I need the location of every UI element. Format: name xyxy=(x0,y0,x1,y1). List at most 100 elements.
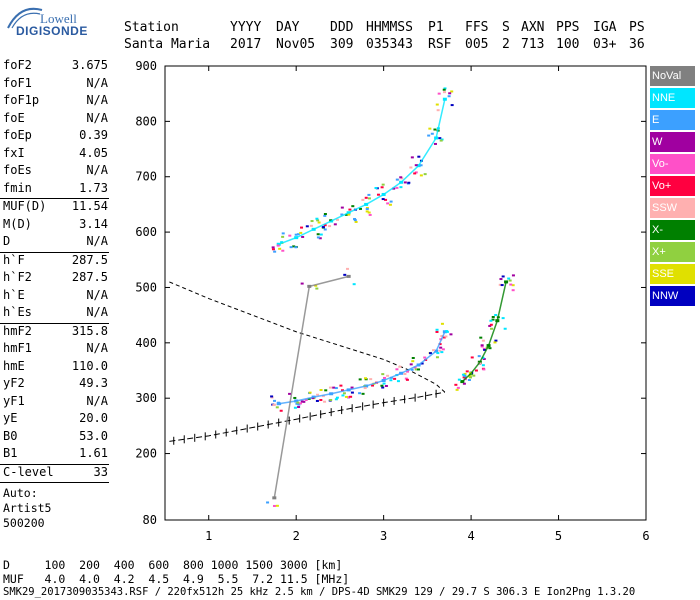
echo-point xyxy=(386,202,390,205)
param-value: N/A xyxy=(86,234,108,248)
echo-point xyxy=(481,339,485,342)
echo-point xyxy=(435,103,439,106)
param-label: MUF(D) xyxy=(3,199,47,213)
echo-point xyxy=(450,104,454,107)
echo-point xyxy=(381,373,385,376)
header-values: Santa Maria 2017 Nov05 309 035343 RSF 00… xyxy=(124,37,645,245)
param-value: 1.73 xyxy=(79,180,108,195)
echo-point xyxy=(511,284,515,287)
param-row: B1 1.61 xyxy=(0,446,112,464)
trace-line xyxy=(273,275,349,498)
echo-point xyxy=(273,250,277,253)
echo-point xyxy=(494,314,498,317)
echo-point xyxy=(367,193,371,196)
param-label: foF1p xyxy=(3,93,40,107)
echo-point xyxy=(353,217,357,220)
echo-point xyxy=(275,406,279,409)
echo-point xyxy=(490,327,494,330)
hdr-value: 713 xyxy=(521,37,545,52)
param-row: foEp 0.39 xyxy=(0,128,112,146)
echo-point xyxy=(386,374,390,377)
hdr-value: RSF xyxy=(428,37,452,52)
echo-point xyxy=(349,395,353,398)
echo-point xyxy=(480,344,484,347)
param-value: 33 xyxy=(93,464,108,479)
param-label: yF2 xyxy=(3,376,25,390)
echo-point xyxy=(440,351,444,354)
echo-point xyxy=(414,368,418,371)
echo-point xyxy=(435,330,439,333)
legend-item: W xyxy=(650,132,695,152)
echo-point xyxy=(436,109,440,112)
echo-point xyxy=(483,348,487,351)
echo-point xyxy=(441,348,445,351)
echo-point xyxy=(462,382,466,385)
echo-point xyxy=(314,284,318,287)
echo-point xyxy=(427,134,431,137)
echo-point xyxy=(347,213,351,216)
param-value: N/A xyxy=(86,287,108,302)
echo-point xyxy=(409,363,413,366)
echo-point xyxy=(363,377,367,380)
param-value: N/A xyxy=(86,305,108,319)
echo-point xyxy=(350,386,354,389)
echo-point xyxy=(488,347,492,350)
echo-point xyxy=(364,196,368,199)
echo-point xyxy=(423,356,427,359)
echo-point xyxy=(407,181,411,184)
echo-point xyxy=(369,378,373,381)
echo-point xyxy=(480,345,484,348)
param-label: h`Es xyxy=(3,305,32,319)
echo-point xyxy=(503,327,507,330)
x-tick-label: 2 xyxy=(293,529,300,543)
echo-point xyxy=(410,156,414,159)
echo-point xyxy=(411,356,415,359)
echo-point xyxy=(333,223,337,226)
echo-point xyxy=(294,233,298,236)
legend-item: NoVal xyxy=(650,66,695,86)
param-label: h`F xyxy=(3,252,25,267)
echo-point xyxy=(341,394,345,397)
param-row: fxI 4.05 xyxy=(0,146,112,164)
echo-point xyxy=(361,392,365,395)
echo-point xyxy=(288,234,292,237)
echo-point xyxy=(315,217,319,220)
echo-point xyxy=(348,208,352,211)
echo-point xyxy=(294,246,298,249)
echo-point xyxy=(500,284,504,287)
echo-point xyxy=(501,317,505,320)
echo-point xyxy=(389,379,393,382)
echo-point xyxy=(307,397,311,400)
echo-point xyxy=(292,245,296,248)
param-label: M(D) xyxy=(3,216,32,231)
scaled-parameters-panel: foF2 3.675 foF1 N/A foF1p N/A foE N/A foEp 0.39 fx… xyxy=(0,58,112,483)
echo-point xyxy=(482,368,486,371)
echo-point xyxy=(405,378,409,381)
param-value: 110.0 xyxy=(71,358,108,373)
param-label: foF2 xyxy=(3,58,32,72)
echo-point xyxy=(439,139,443,142)
echo-point xyxy=(279,409,283,412)
echo-point xyxy=(443,87,447,90)
echo-point xyxy=(417,155,421,158)
param-value: N/A xyxy=(86,75,108,90)
echo-point xyxy=(501,275,505,278)
param-row: D N/A xyxy=(0,234,112,252)
echo-point xyxy=(389,200,393,203)
plot-frame xyxy=(164,65,647,521)
echo-point xyxy=(310,220,314,223)
echo-point xyxy=(308,391,312,394)
echo-point xyxy=(436,352,440,355)
echo-point xyxy=(445,330,449,333)
echo-point xyxy=(395,178,399,181)
echo-point xyxy=(470,356,474,359)
echo-point xyxy=(342,392,346,395)
echo-point xyxy=(323,224,327,227)
legend-item: SSE xyxy=(650,264,695,284)
echo-point xyxy=(419,164,423,167)
legend-item: Vo- xyxy=(650,154,695,174)
echo-point xyxy=(319,233,323,236)
echo-point xyxy=(376,193,380,196)
echo-point xyxy=(295,402,299,405)
hdr-label: PPS xyxy=(556,20,580,35)
